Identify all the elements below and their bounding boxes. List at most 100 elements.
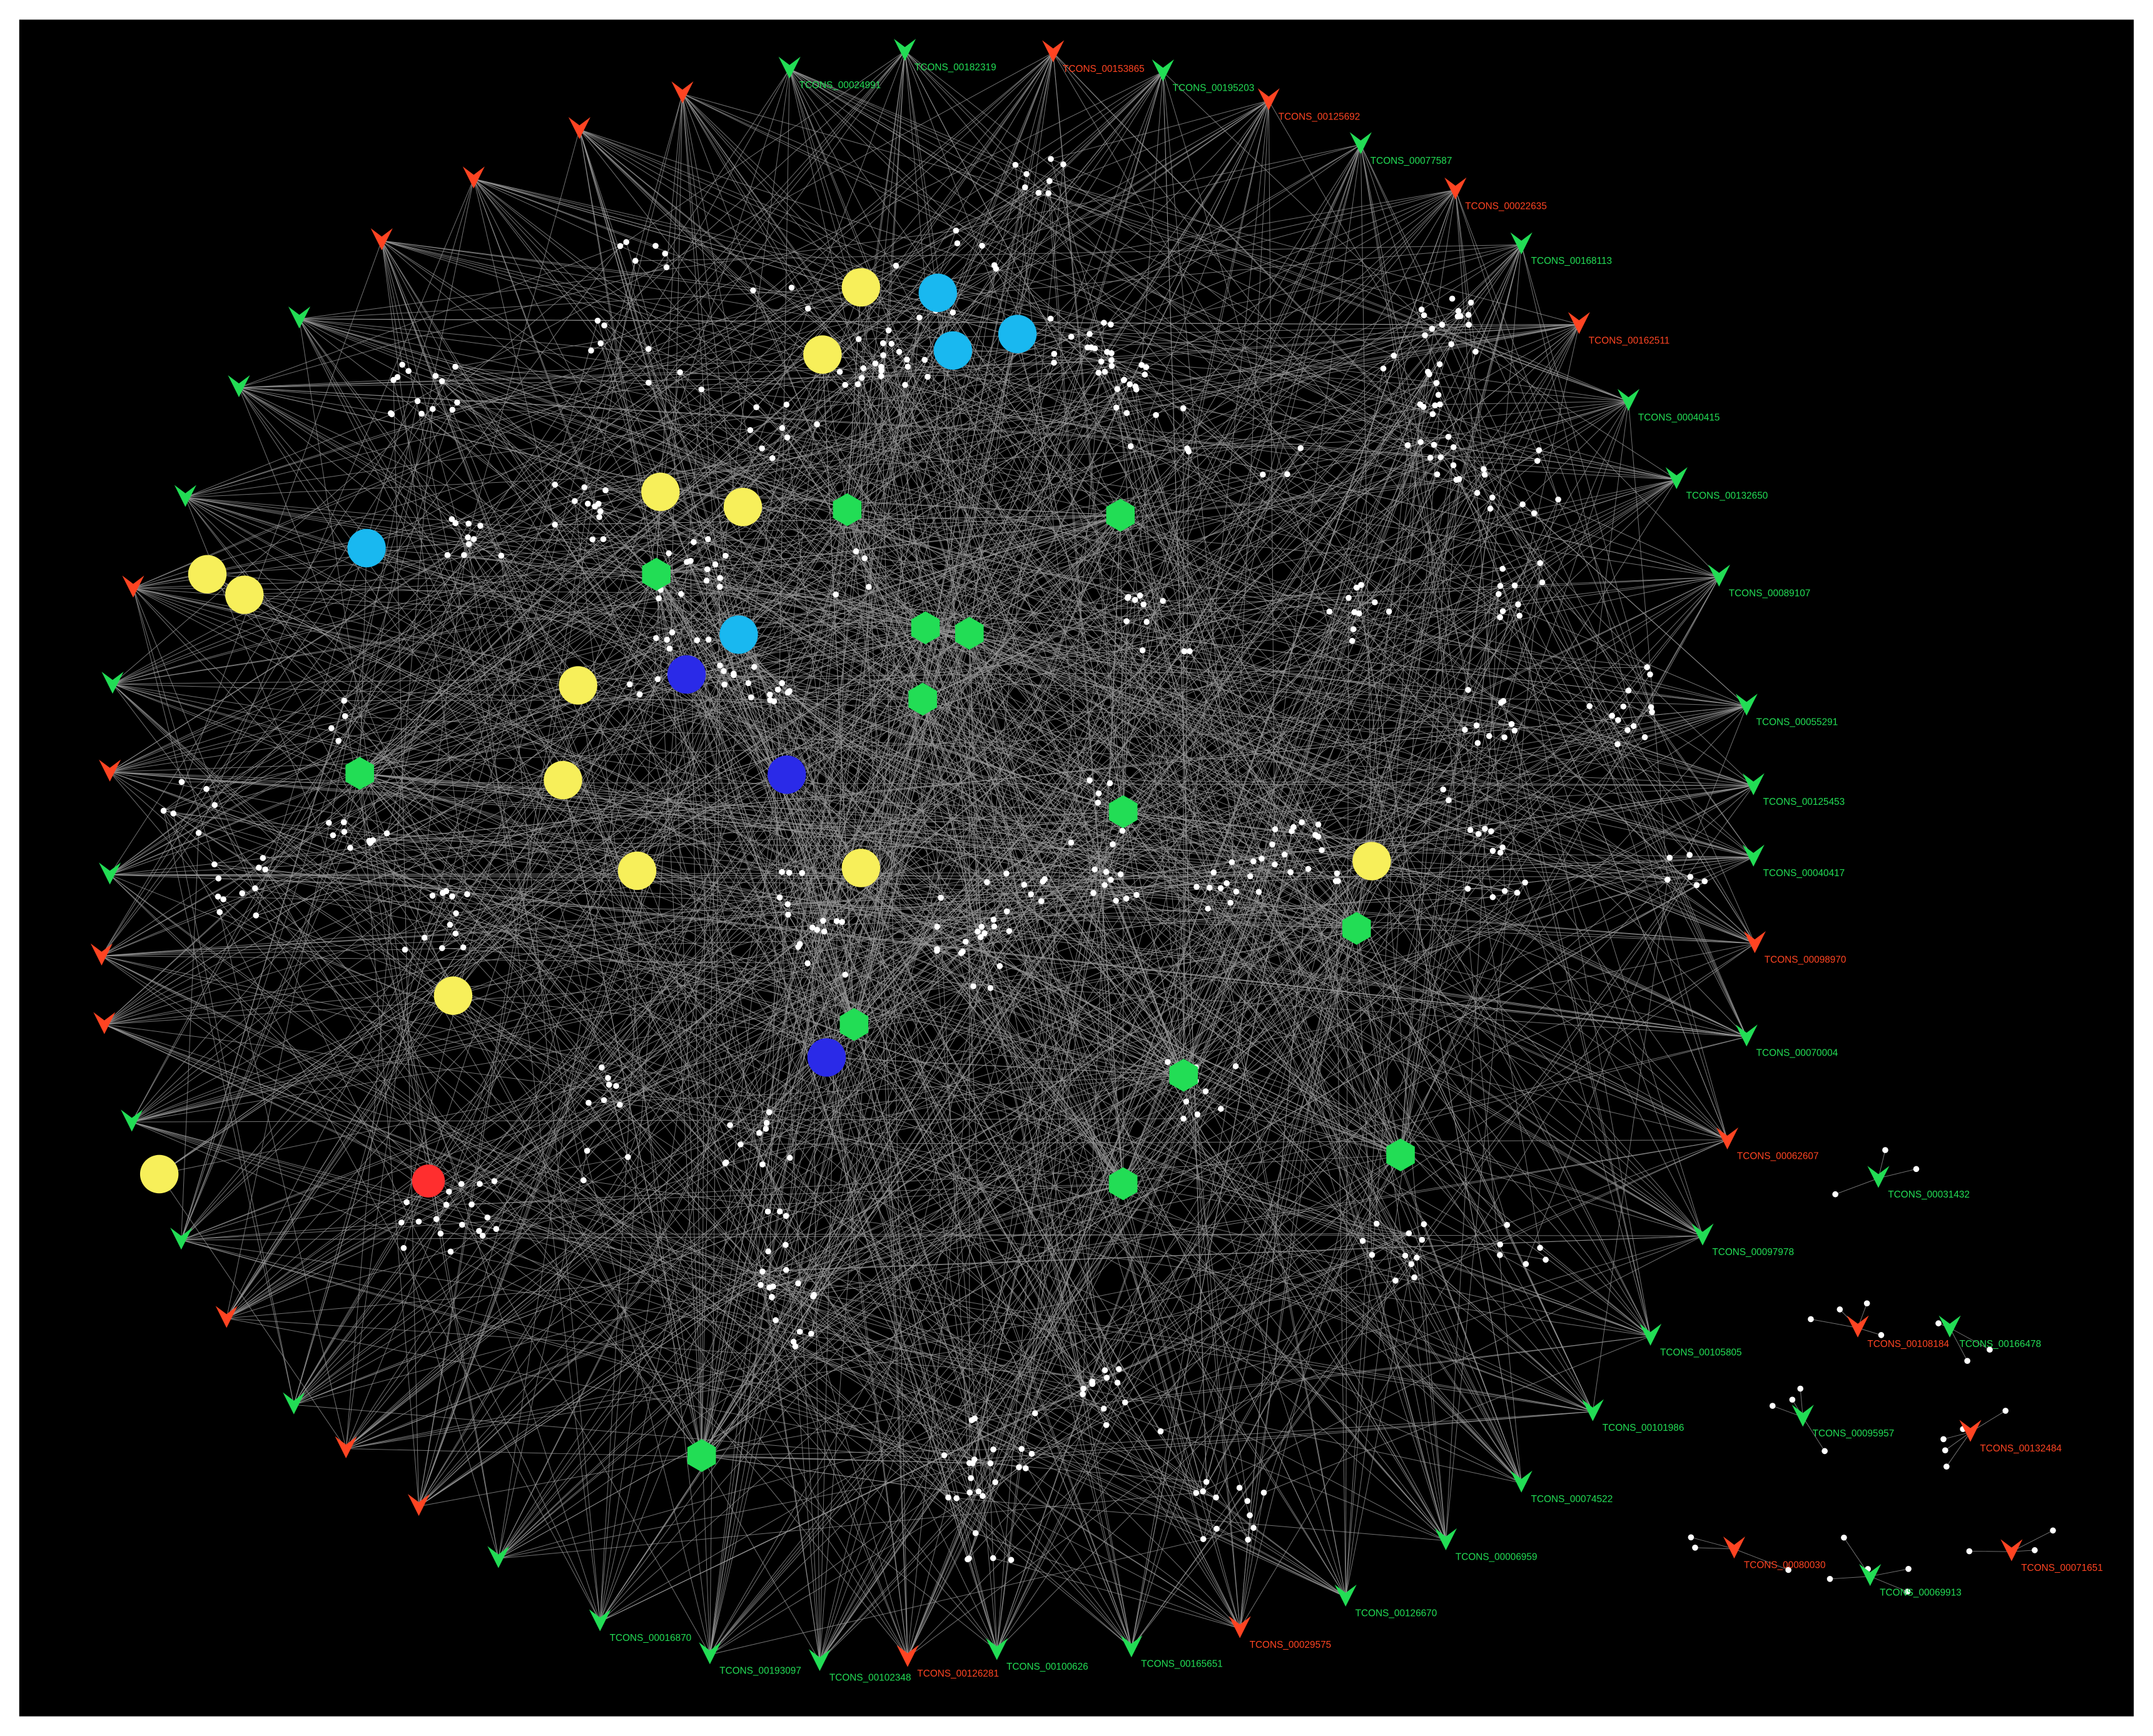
edge <box>1589 706 1728 1140</box>
edge <box>925 627 1336 882</box>
white-node <box>458 1221 465 1228</box>
edge <box>173 240 382 814</box>
edge <box>701 699 923 1456</box>
white-node <box>783 1213 789 1219</box>
edge <box>359 573 657 774</box>
edge <box>854 894 1137 1025</box>
white-node <box>1089 1378 1095 1385</box>
edge <box>359 404 787 774</box>
white-node <box>1434 471 1441 478</box>
white-node <box>762 1126 769 1132</box>
node-label: TCONS_00077587 <box>1370 156 1452 166</box>
edge <box>381 240 763 1272</box>
white-node <box>977 934 984 941</box>
edge <box>793 1341 1240 1629</box>
edge <box>1183 1075 1248 1501</box>
white-node <box>585 1099 592 1106</box>
edge <box>1489 324 1579 737</box>
white-node <box>990 1446 996 1453</box>
edge <box>442 381 1184 1076</box>
edge <box>826 1057 1184 1076</box>
edge <box>907 1497 949 1658</box>
edge <box>442 947 1747 1037</box>
edge <box>904 384 1720 578</box>
white-node <box>1194 1111 1201 1118</box>
edge <box>907 872 1214 1658</box>
white-node <box>1332 878 1339 884</box>
edge <box>1835 1178 1879 1195</box>
edge <box>562 780 702 1456</box>
edge <box>709 1527 1254 1655</box>
edge <box>381 240 403 365</box>
edge <box>109 874 1691 877</box>
white-node <box>437 1230 444 1237</box>
arrow-node <box>568 117 590 139</box>
white-node <box>600 1097 607 1104</box>
edge <box>455 366 1184 1076</box>
white-node <box>1095 799 1102 806</box>
edge <box>238 387 1441 458</box>
edge <box>1949 1328 1968 1361</box>
edge <box>359 355 884 774</box>
white-node <box>669 629 676 636</box>
edge <box>769 1154 1401 1288</box>
white-node <box>1429 325 1436 332</box>
edge <box>1185 1101 1522 1483</box>
white-node <box>645 346 652 352</box>
edge <box>109 771 1232 863</box>
white-node <box>799 870 806 876</box>
edge <box>579 129 1433 415</box>
white-node <box>1165 1059 1171 1065</box>
edge <box>1123 928 1357 1184</box>
white-node <box>966 1555 972 1562</box>
edge <box>682 93 1128 598</box>
node-label: TCONS_00182319 <box>914 63 996 73</box>
edge <box>498 1463 991 1559</box>
edge <box>131 892 1517 1123</box>
edge <box>787 437 854 1025</box>
yellow-node <box>723 487 762 527</box>
edge <box>925 360 1755 944</box>
edge <box>359 336 1071 774</box>
edge <box>969 633 1204 1540</box>
edge <box>1120 437 1449 516</box>
edge <box>1123 811 1401 1156</box>
white-node <box>1006 928 1013 934</box>
edge <box>421 413 1747 707</box>
edge <box>817 929 1401 1156</box>
white-node <box>787 1154 793 1161</box>
edge <box>345 52 1054 717</box>
edge <box>1308 869 1703 1236</box>
white-node <box>1232 1063 1239 1069</box>
edge <box>604 1099 1123 1184</box>
edge <box>382 240 1127 413</box>
edge <box>343 822 908 1658</box>
white-node <box>418 410 425 417</box>
white-node <box>1080 1385 1087 1392</box>
white-node <box>1031 1410 1038 1416</box>
edge <box>112 359 925 685</box>
edge <box>1318 324 1579 837</box>
edge <box>1131 881 1337 1648</box>
white-node <box>904 356 910 363</box>
edge <box>846 509 1184 1076</box>
edge <box>682 93 734 675</box>
edge <box>101 685 579 956</box>
edge <box>1128 597 1755 944</box>
white-node <box>1297 445 1304 452</box>
edge <box>936 949 1651 1336</box>
edge <box>709 1244 786 1655</box>
edge <box>682 93 1534 514</box>
arrow-node <box>122 575 144 598</box>
white-node <box>878 373 884 380</box>
white-node <box>220 896 226 902</box>
arrow-node <box>1743 931 1766 954</box>
white-node <box>717 583 723 590</box>
edge <box>185 497 1090 781</box>
edge <box>181 700 345 1241</box>
edge <box>907 374 1430 1658</box>
edge <box>648 382 848 510</box>
white-node <box>1021 881 1028 888</box>
white-node <box>723 1159 729 1166</box>
edge <box>1107 100 1269 353</box>
